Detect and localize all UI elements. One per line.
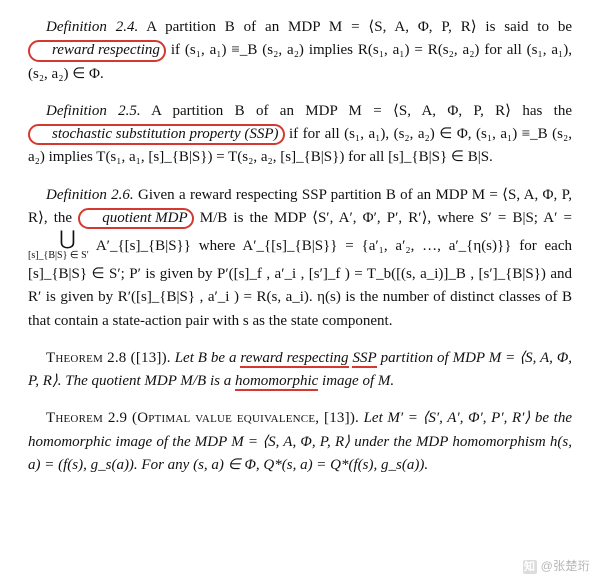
definition-2-4: Definition 2.4. A partition B of an MDP … xyxy=(28,16,572,86)
def24-text-1: A partition B of an MDP M = ⟨S, A, Φ, P,… xyxy=(146,19,572,35)
definition-2-6: Definition 2.6. Given a reward respectin… xyxy=(28,184,572,333)
def25-label: Definition 2.5. xyxy=(46,103,141,119)
def24-highlight-reward-respecting: reward respecting xyxy=(28,40,166,61)
watermark-text: @张楚珩 xyxy=(541,559,590,573)
def26-label: Definition 2.6. xyxy=(46,187,134,203)
thm28-ul-reward-respecting: reward respecting xyxy=(240,350,348,368)
def26-highlight-quotient-mdp: quotient MDP xyxy=(78,208,193,229)
big-union-icon: ⋃ xyxy=(59,228,75,250)
theorem-2-9: Theorem 2.9 (Optimal value equivalence, … xyxy=(28,407,572,477)
def26-union-sub: [s]_{B|S} ∈ S′ xyxy=(28,250,89,261)
zhihu-icon: 知 xyxy=(523,560,537,574)
thm28-label: Theorem 2.8 ([13]). xyxy=(46,350,171,366)
def26-union-symbol: ⋃ [s]_{B|S} ∈ S′ xyxy=(28,230,89,263)
def26-text-2b: A′_{[s]_{B|S}} where A′_{[s]_{B|S}} = {a… xyxy=(28,238,572,329)
watermark: 知 @张楚珩 xyxy=(523,557,590,574)
thm28-post2: image of M. xyxy=(322,373,394,389)
def24-label: Definition 2.4. xyxy=(46,19,138,35)
def25-text-1: A partition B of an MDP M = ⟨S, A, Φ, P,… xyxy=(151,103,572,119)
thm28-ul-homomorphic: homomorphic xyxy=(235,373,318,391)
theorem-2-8: Theorem 2.8 ([13]). Let B be a reward re… xyxy=(28,347,572,394)
definition-2-5: Definition 2.5. A partition B of an MDP … xyxy=(28,100,572,170)
page-body: Definition 2.4. A partition B of an MDP … xyxy=(0,0,600,580)
def25-highlight-ssp: stochastic substitution property (SSP) xyxy=(28,124,285,145)
thm28-pre1: Let B be a xyxy=(175,350,241,366)
def26-text-2a: M/B is the MDP ⟨S′, A′, Φ′, P′, R′⟩, whe… xyxy=(200,210,572,226)
thm28-ul-ssp: SSP xyxy=(352,350,376,368)
thm29-label: Theorem 2.9 (Optimal value equivalence, … xyxy=(46,410,359,426)
